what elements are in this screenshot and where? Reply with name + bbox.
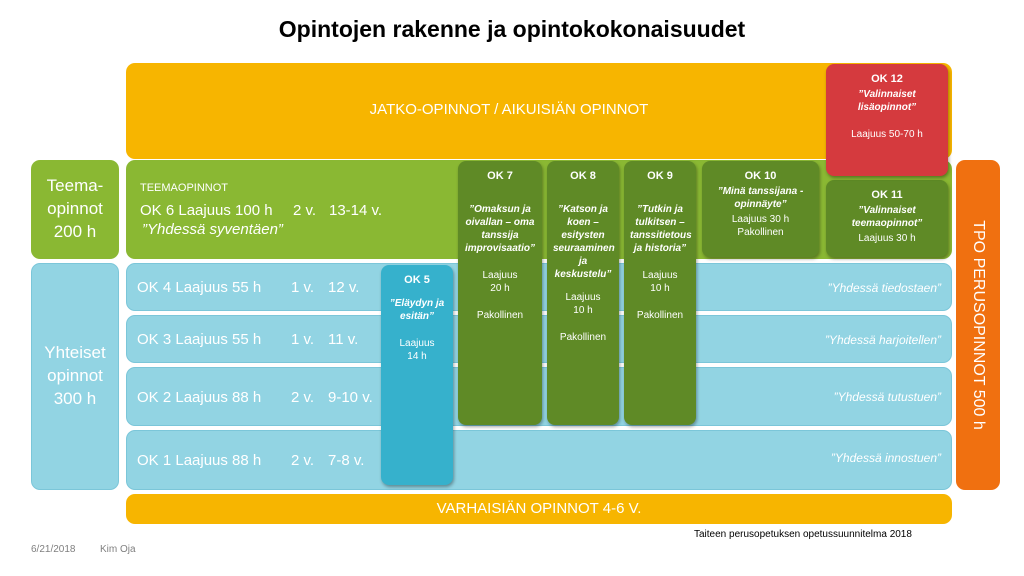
jatko-opinnot-band: JATKO-OPINNOT / AIKUISIÄN OPINNOT bbox=[126, 63, 952, 159]
card-ok11: OK 11 ”Valinnaiset teemaopinnot” Laajuus… bbox=[826, 180, 948, 257]
row-ok-label: OK 4 Laajuus 55 h bbox=[137, 279, 262, 296]
card-mandatory: Pakollinen bbox=[636, 310, 684, 322]
row-years: 1 v. bbox=[291, 331, 315, 348]
footer-author: Kim Oja bbox=[100, 544, 136, 555]
card-title: OK 10 bbox=[744, 170, 777, 182]
teemaopinnot-side-text: Teema- opinnot 200 h bbox=[46, 176, 104, 241]
page-title: Opintojen rakenne ja opintokokonaisuudet bbox=[278, 16, 746, 42]
card-duration: Laajuus 20 h bbox=[482, 270, 518, 295]
card-ok7: OK 7 ”Omaksun ja oivallan – oma tanssija… bbox=[458, 161, 542, 425]
row-ok-label: OK 2 Laajuus 88 h bbox=[137, 389, 262, 406]
card-subtitle: ”Omaksun ja oivallan – oma tanssija impr… bbox=[464, 204, 536, 255]
card-subtitle: ”Valinnaiset lisäopinnot” bbox=[857, 89, 917, 114]
card-title: OK 7 bbox=[487, 170, 513, 182]
card-ok12: OK 12 ”Valinnaiset lisäopinnot” Laajuus … bbox=[826, 64, 948, 176]
teemaopinnot-side-label: Teema- opinnot 200 h bbox=[31, 160, 119, 259]
tpo-perusopinnot-band: TPO PERUSOPINNOT 500 h bbox=[956, 160, 1000, 490]
teemaopinnot-years: 2 v. bbox=[293, 202, 317, 219]
card-title: OK 9 bbox=[647, 170, 673, 182]
teemaopinnot-motto: ”Yhdessä syventäen” bbox=[142, 221, 283, 238]
jatko-opinnot-label: JATKO-OPINNOT / AIKUISIÄN OPINNOT bbox=[369, 101, 649, 118]
row-age: 7-8 v. bbox=[328, 452, 365, 469]
card-ok5: OK 5 ”Eläydyn ja esitän” Laajuus 14 h bbox=[381, 265, 453, 485]
card-ok8: OK 8 ”Katson ja koen – esitysten seuraam… bbox=[547, 161, 619, 425]
yhteiset-side-label: Yhteiset opinnot 300 h bbox=[31, 263, 119, 490]
tpo-perusopinnot-label: TPO PERUSOPINNOT 500 h bbox=[970, 220, 987, 430]
card-subtitle: ”Minä tanssijana - opinnäyte” bbox=[717, 186, 804, 211]
footer-date: 6/21/2018 bbox=[31, 544, 76, 555]
card-mandatory: Pakollinen bbox=[737, 227, 784, 239]
row-motto: ”Yhdessä innostuen” bbox=[830, 451, 941, 465]
card-duration: Laajuus 30 h bbox=[858, 233, 916, 245]
card-title: OK 8 bbox=[570, 170, 596, 182]
card-duration: Laajuus 50-70 h bbox=[851, 129, 923, 141]
row-age: 9-10 v. bbox=[328, 389, 373, 406]
varhaisian-label: VARHAISIÄN OPINNOT 4-6 V. bbox=[436, 500, 642, 517]
teemaopinnot-age: 13-14 v. bbox=[329, 202, 383, 219]
card-mandatory: Pakollinen bbox=[476, 310, 524, 322]
card-subtitle: ”Valinnaiset teemaopinnot” bbox=[851, 205, 923, 230]
row-ok-label: OK 3 Laajuus 55 h bbox=[137, 331, 262, 348]
varhaisian-band: VARHAISIÄN OPINNOT 4-6 V. bbox=[126, 494, 952, 524]
card-title: OK 12 bbox=[871, 73, 903, 85]
row-age: 11 v. bbox=[328, 331, 359, 348]
card-ok10: OK 10 ”Minä tanssijana - opinnäyte” Laaj… bbox=[702, 161, 819, 257]
card-ok9: OK 9 ”Tutkin ja tulkitsen – tanssitietou… bbox=[624, 161, 696, 425]
teemaopinnot-ok6: OK 6 Laajuus 100 h bbox=[140, 202, 273, 219]
row-motto: ”Yhdessä tiedostaen” bbox=[827, 281, 941, 295]
card-duration: Laajuus 30 h bbox=[731, 214, 790, 226]
card-subtitle: ”Tutkin ja tulkitsen – tanssitietous ja … bbox=[630, 204, 692, 255]
row-years: 2 v. bbox=[291, 389, 315, 406]
card-subtitle: ”Katson ja koen – esitysten seuraaminen … bbox=[553, 204, 615, 281]
row-years: 1 v. bbox=[291, 279, 315, 296]
card-subtitle: ”Eläydyn ja esitän” bbox=[389, 298, 445, 323]
card-duration: Laajuus 10 h bbox=[642, 270, 678, 295]
card-duration: Laajuus 14 h bbox=[399, 338, 435, 363]
yhteiset-row-ok1: OK 1 Laajuus 88 h 2 v. 7-8 v. ”Yhdessä i… bbox=[126, 430, 952, 490]
row-ok-label: OK 1 Laajuus 88 h bbox=[137, 452, 262, 469]
row-motto: ”Yhdessä tutustuen” bbox=[833, 390, 941, 404]
card-title: OK 11 bbox=[871, 189, 903, 201]
source-note: Taiteen perusopetuksen opetussuunnitelma… bbox=[694, 529, 912, 540]
yhteiset-side-text: Yhteiset opinnot 300 h bbox=[44, 343, 106, 408]
card-mandatory: Pakollinen bbox=[559, 332, 607, 344]
row-age: 12 v. bbox=[328, 279, 360, 296]
row-motto: ”Yhdessä harjoitellen” bbox=[824, 333, 941, 347]
card-title: OK 5 bbox=[404, 274, 430, 286]
card-duration: Laajuus 10 h bbox=[565, 292, 601, 317]
teemaopinnot-small-label: TEEMAOPINNOT bbox=[140, 182, 229, 194]
row-years: 2 v. bbox=[291, 452, 315, 469]
